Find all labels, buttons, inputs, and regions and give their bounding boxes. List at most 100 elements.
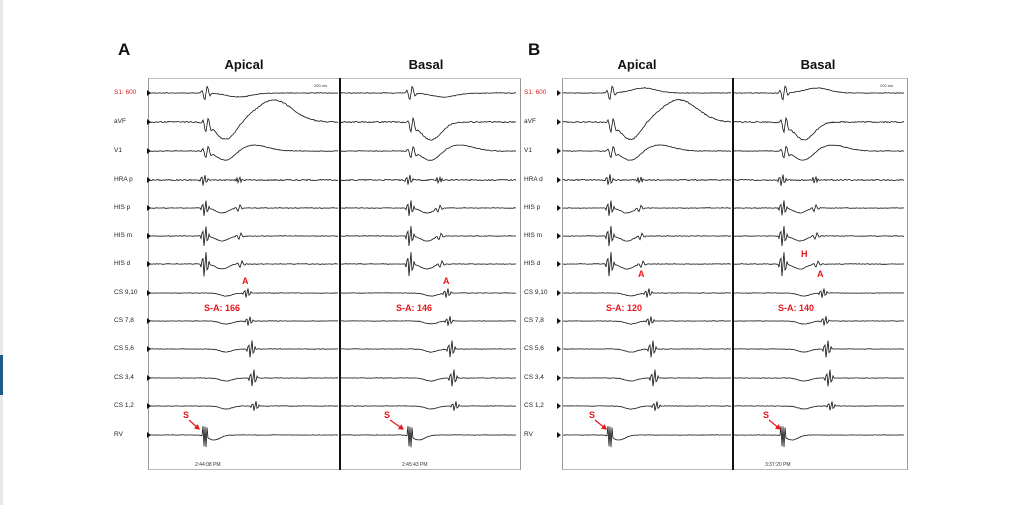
egm-trace [149,340,339,358]
channel-marker [557,290,561,296]
channel-marker [147,205,151,211]
channel-marker [147,177,151,183]
channel-label-rv: RV [114,431,123,438]
channel-marker [557,148,561,154]
egm-trace [149,175,339,186]
panel-a-apical-atrial-label: A [242,276,249,286]
channel-marker [147,403,151,409]
panel-b-basal-heading: Basal [800,57,836,72]
panel-b-divider [732,78,734,470]
channel-label-cs-9-10: CS 9,10 [524,289,548,296]
egm-trace [733,426,904,448]
channel-label-v1: V1 [524,147,532,154]
channel-label-avf: aVF [114,118,126,125]
egm-trace [149,288,339,298]
egm-trace [149,85,339,101]
channel-label-his-m: HIS m [524,232,543,239]
channel-marker [557,346,561,352]
channel-label-hra-d: HRA d [524,176,543,183]
panel-b-letter: B [528,40,541,59]
panel-a-apical-sa-interval: S-A: 166 [204,303,241,313]
egm-trace [149,369,338,387]
egm-trace [340,116,517,141]
egm-trace [733,288,905,298]
channel-label-rv: RV [524,431,533,438]
egm-trace [733,85,905,101]
channel-marker [557,261,561,267]
channel-marker [557,318,561,324]
egm-trace [340,316,516,326]
panel-b-scale-label: 200 ms [880,83,894,88]
channel-label-cs-7-8: CS 7,8 [524,317,544,324]
channel-label-cs-5-6: CS 5,6 [524,345,544,352]
egm-trace [733,174,905,186]
panel-a-letter: A [118,40,131,59]
egm-trace [340,340,517,358]
panel-b-apical-sa-interval: S-A: 120 [606,303,643,313]
panel-b-apical-heading: Apical [617,57,657,72]
panel-a-basal-atrial-label: A [443,276,450,286]
egm-trace [562,85,732,101]
egm-trace [340,200,517,216]
egm-trace [340,401,517,411]
channel-label-s1-600: S1: 600 [524,89,547,96]
egm-trace [149,200,339,216]
egm-trace [340,85,516,101]
panel-b-frame [562,78,908,470]
egm-trace [149,99,339,140]
egm-trace [149,144,339,161]
channel-label-cs-9-10: CS 9,10 [114,289,138,296]
channel-label-cs-1-2: CS 1,2 [524,402,544,409]
egm-trace [340,369,517,387]
egm-trace [340,174,517,185]
channel-label-his-m: HIS m [114,232,133,239]
panel-b-basal-timestamp: 3:37:20 PM [765,462,791,468]
channel-marker [147,90,151,96]
channel-marker [147,346,151,352]
channel-marker [147,290,151,296]
channel-marker [147,148,151,154]
egm-trace [149,425,339,448]
left-edge-band [0,0,3,505]
channel-label-his-d: HIS d [524,260,541,267]
panel-b-apical-atrial-label: A [638,269,645,279]
egm-trace [150,252,339,277]
channel-marker [557,403,561,409]
egm-trace [150,226,338,246]
egm-trace [733,200,905,216]
channel-label-cs-3-4: CS 3,4 [114,374,134,381]
egm-trace [340,252,517,277]
channel-marker [557,177,561,183]
egm-trace [149,316,338,326]
egm-trace [563,316,732,326]
egm-trace [340,288,516,298]
panel-a-apical-timestamp: 2:44:08 PM [195,462,221,468]
channel-marker [147,233,151,239]
panel-a-frame [148,78,521,470]
channel-marker [147,432,151,438]
egm-trace [733,316,905,326]
channel-label-s1-600: S1: 600 [114,89,137,96]
egm-trace [562,401,731,411]
egm-trace [340,425,517,448]
panel-a-scale-label: 200 ms [314,83,328,88]
egm-trace [149,401,339,411]
egm-trace [562,369,732,387]
stim-arrow-head [600,424,607,430]
egm-trace [562,425,732,448]
egm-trace [733,116,905,141]
egm-trace [734,401,905,411]
channel-label-v1: V1 [114,147,122,154]
channel-marker [557,90,561,96]
egm-trace [734,369,905,387]
channel-label-his-p: HIS p [524,204,541,211]
channel-label-avf: aVF [524,118,536,125]
egm-trace [562,98,732,141]
channel-marker [557,205,561,211]
stim-arrow-head [774,424,781,430]
panel-b-basal-atrial-label: A [817,269,824,279]
egm-trace [733,252,905,277]
egm-trace [562,174,732,185]
channel-marker [147,318,151,324]
